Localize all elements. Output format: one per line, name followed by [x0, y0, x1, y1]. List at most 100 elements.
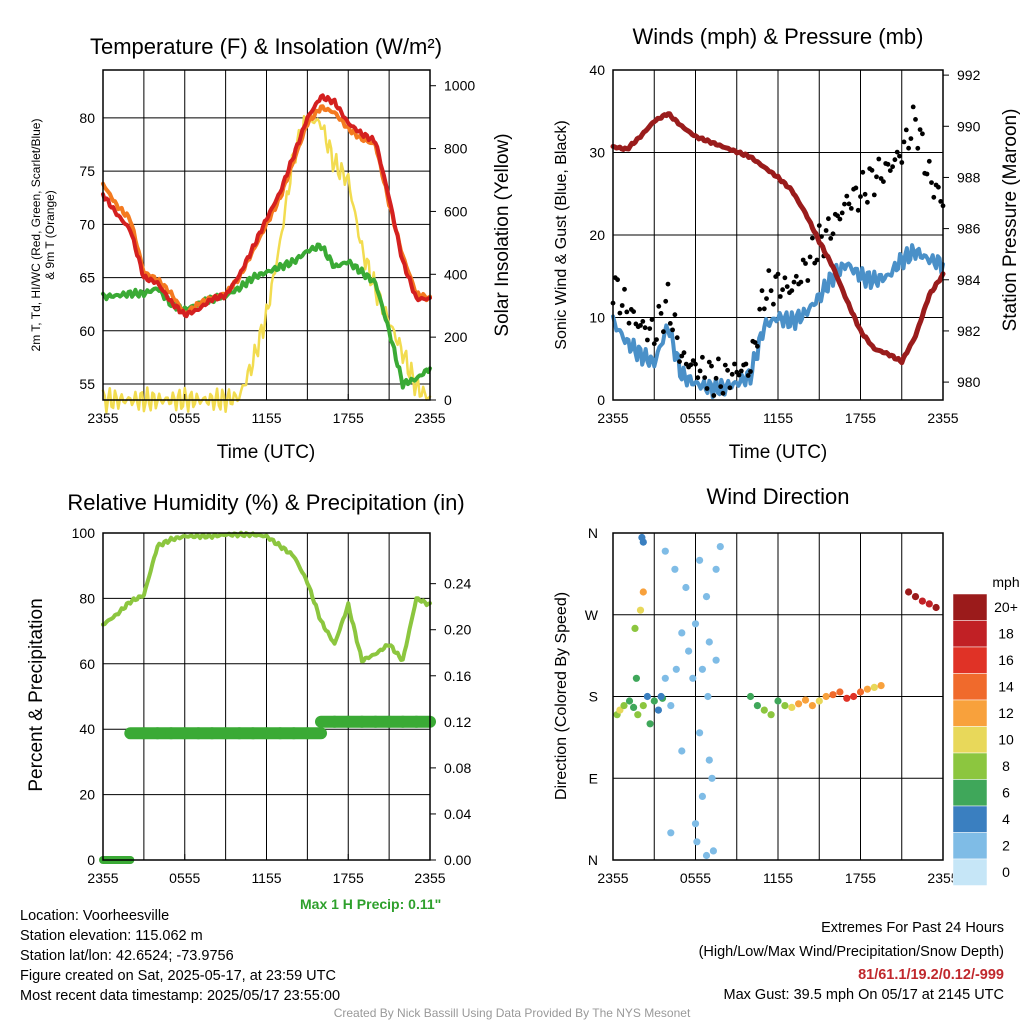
gust-point — [617, 310, 623, 316]
rh-ylabel-left: Percent & Precipitation — [26, 598, 47, 791]
direction-point — [870, 683, 878, 692]
wind-xtick-label: 2355 — [597, 410, 628, 426]
gust-point — [755, 343, 760, 349]
dir-ylabel-left: Direction (Colored By Speed) — [553, 592, 570, 800]
gust-point — [709, 363, 714, 369]
speed-legend-label: 16 — [998, 652, 1014, 668]
dir-ytick-label: N — [588, 525, 598, 541]
direction-point — [667, 829, 675, 837]
solar-line — [101, 112, 432, 414]
speed-legend-swatch — [952, 673, 988, 701]
direction-point — [691, 820, 700, 828]
speed-legend-label: 10 — [998, 732, 1014, 748]
gust-point — [903, 127, 909, 133]
wind-xtick-label: 2355 — [927, 410, 958, 426]
direction-point — [646, 720, 654, 728]
gust-point — [899, 160, 905, 165]
direction-point — [746, 692, 755, 701]
gust-point — [837, 216, 843, 222]
gust-point — [663, 298, 669, 304]
gust-point — [745, 373, 751, 378]
rh-xtick-label: 2355 — [414, 870, 445, 886]
direction-point — [639, 702, 647, 710]
gust-point — [640, 319, 646, 324]
gust-point — [924, 171, 930, 177]
gust-point — [777, 294, 783, 299]
direction-point — [753, 702, 762, 710]
direction-point — [781, 702, 789, 710]
credit-line: Created By Nick Bassill Using Data Provi… — [333, 1006, 691, 1020]
gust-point — [647, 326, 653, 331]
gust-point — [645, 337, 650, 343]
wind-ytick-label: 20 — [589, 227, 605, 243]
wind-y2tick-label: 984 — [957, 272, 981, 288]
temp-title: Temperature (F) & Insolation (W/m²) — [90, 34, 442, 59]
rh-y2tick-label: 0.12 — [444, 714, 471, 730]
speed-legend-swatch — [952, 620, 988, 648]
direction-point — [650, 697, 658, 705]
temp-ytick-label: 55 — [79, 376, 95, 392]
gust-point — [874, 174, 879, 180]
wind-y2tick-label: 990 — [957, 118, 981, 134]
temp-ytick-label: 80 — [79, 110, 95, 126]
temp-xlabel: Time (UTC) — [217, 442, 316, 463]
gust-point — [929, 180, 934, 186]
direction-point — [808, 702, 817, 710]
rh-xtick-label: 2355 — [87, 870, 118, 886]
gust-point — [761, 306, 767, 312]
gust-point — [805, 278, 811, 283]
direction-point — [760, 706, 768, 714]
gust-point — [791, 279, 797, 285]
gust-point — [793, 273, 799, 279]
wind-ytick-label: 40 — [589, 62, 605, 78]
gust-point — [913, 117, 918, 122]
gust-point — [702, 375, 708, 380]
gust-point — [743, 361, 749, 367]
wind-y2tick-label: 982 — [957, 323, 981, 339]
gust-point — [908, 136, 914, 142]
gust-point — [654, 337, 659, 342]
direction-point — [702, 851, 711, 860]
gust-point — [871, 192, 877, 198]
gust-point — [722, 362, 728, 368]
gust-point — [775, 271, 781, 277]
temp-y2tick-label: 1000 — [444, 78, 475, 94]
direction-point — [712, 656, 720, 664]
speed-legend-title: mph — [992, 574, 1019, 590]
gust-point — [936, 184, 941, 190]
sonic-wind-line — [611, 243, 945, 400]
direction-point — [705, 756, 713, 764]
gust-point — [789, 288, 795, 293]
gust-point — [656, 303, 662, 309]
speed-legend-label: 8 — [1002, 758, 1010, 774]
gust-point — [700, 354, 705, 360]
gust-point — [697, 368, 703, 374]
gust-point — [622, 286, 627, 292]
direction-point — [691, 620, 700, 628]
gust-point — [661, 329, 666, 335]
temp-y2tick-label: 200 — [444, 329, 468, 345]
gust-point — [711, 393, 717, 398]
most-recent-timestamp: Most recent data timestamp: 2025/05/17 2… — [20, 988, 341, 1004]
temp-xtick-label: 1155 — [251, 410, 281, 426]
gust-point — [782, 275, 788, 281]
direction-point — [634, 711, 642, 719]
gust-point — [674, 335, 680, 341]
direction-point — [843, 694, 851, 702]
direction-point — [657, 692, 665, 701]
gust-point — [810, 235, 815, 241]
gust-point — [649, 317, 655, 322]
gust-point — [828, 236, 834, 241]
rh-xtick-label: 1755 — [333, 870, 364, 886]
gust-point — [830, 231, 836, 237]
rh-ytick-label: 40 — [79, 721, 95, 737]
gust-point — [693, 361, 698, 367]
gust-point — [855, 207, 861, 213]
direction-point — [708, 774, 716, 782]
direction-point — [774, 697, 782, 705]
gust-point — [842, 201, 847, 207]
gust-point — [670, 327, 675, 333]
speed-legend-swatch — [952, 699, 988, 727]
gust-point — [738, 368, 744, 374]
gust-point — [894, 149, 900, 155]
